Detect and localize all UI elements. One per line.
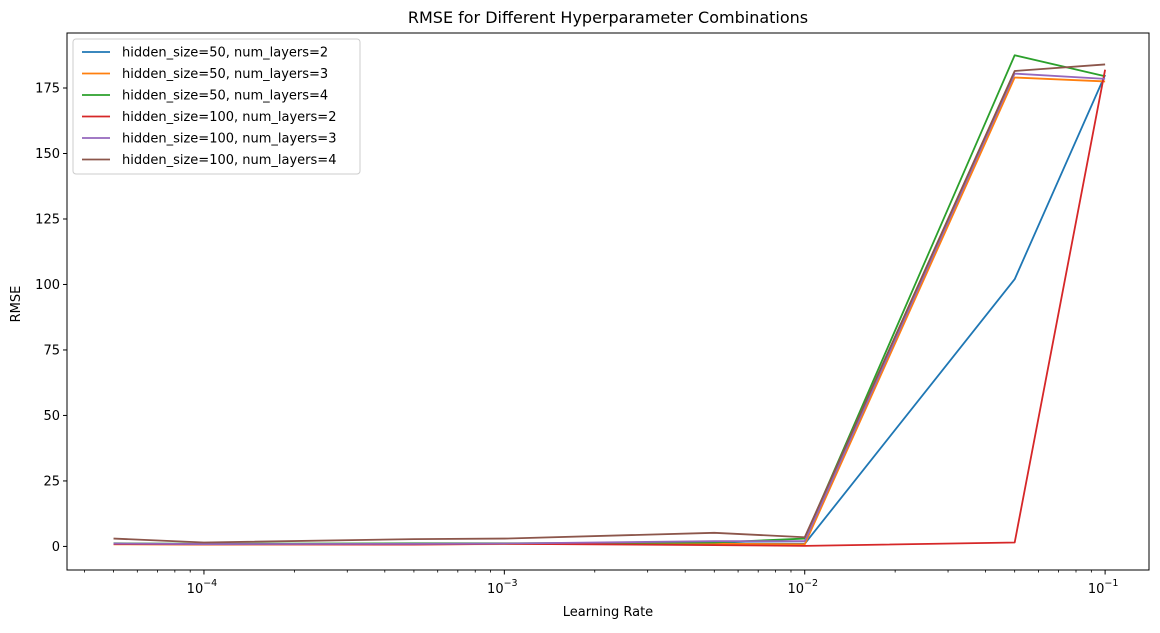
y-tick-label: 0 [52,540,60,555]
legend-entry: hidden_size=100, num_layers=2 [122,110,336,125]
y-tick-label: 25 [43,474,60,489]
y-tick-label: 75 [43,343,60,358]
series-line-6 [113,63,1106,544]
legend-entry: hidden_size=100, num_layers=3 [122,132,336,147]
y-axis-label: RMSE [9,286,24,323]
legend: hidden_size=50, num_layers=2 hidden_size=… [72,38,361,175]
chart-title: RMSE for Different Hyperparameter Combin… [408,8,808,27]
legend-entry: hidden_size=50, num_layers=2 [122,46,328,61]
legend-entry: hidden_size=50, num_layers=4 [122,89,328,104]
axes-layer: 0 25 50 75 100 125 150 175 10−4 10−3 10−2 10−1 [35,32,1150,597]
y-tick-label: 175 [35,82,60,97]
legend-entry: hidden_size=50, num_layers=3 [122,67,328,82]
x-tick-label: 10−2 [787,578,818,597]
x-axis-label: Learning Rate [563,605,653,620]
x-tick-label: 10−1 [1088,578,1119,597]
y-tick-label: 150 [35,147,60,162]
y-tick-label: 125 [35,212,60,227]
x-tick-label: 10−4 [187,578,218,597]
x-tick-label: 10−3 [487,578,518,597]
series-line-5 [113,72,1106,545]
y-tick-label: 100 [35,278,60,293]
legend-box [72,38,361,175]
legend-entry: hidden_size=100, num_layers=4 [122,153,336,168]
axes-frame [66,32,1150,571]
y-tick-label: 50 [43,409,60,424]
series-layer [113,54,1106,547]
